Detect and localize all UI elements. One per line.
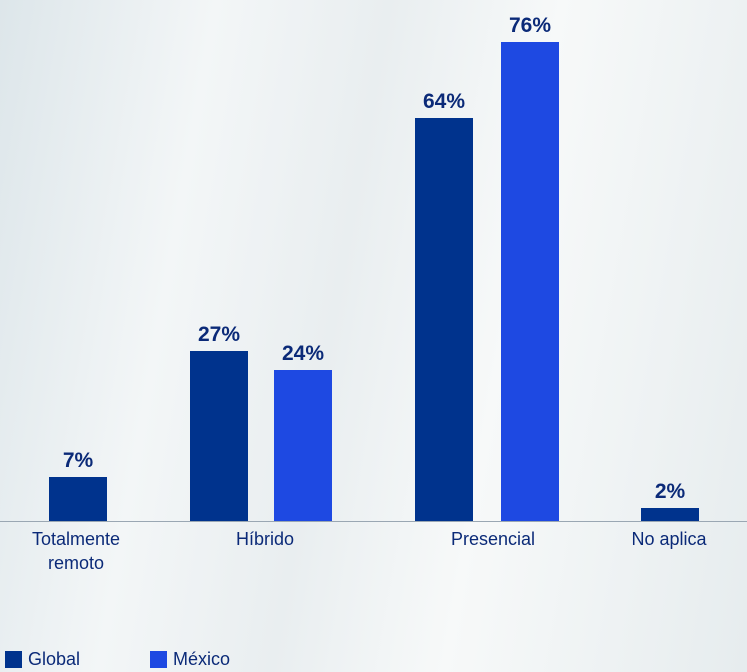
- x-tick-label: Híbrido: [235, 529, 295, 549]
- value-label: 27%: [197, 322, 241, 346]
- legend-swatch: [5, 651, 22, 668]
- bar: [501, 42, 559, 521]
- value-label: 7%: [62, 448, 94, 472]
- legend-label: Global: [28, 649, 81, 669]
- value-label: 64%: [422, 89, 466, 113]
- bar: [49, 476, 107, 521]
- legend-swatch: [150, 651, 167, 668]
- baseline: [0, 521, 747, 522]
- bar: [415, 117, 473, 521]
- bar: [274, 369, 332, 521]
- x-tick-label: No aplica: [631, 529, 707, 549]
- bar: [190, 350, 248, 521]
- legend-label: México: [173, 649, 231, 669]
- value-label: 24%: [281, 341, 325, 365]
- bar: [641, 508, 699, 521]
- x-tick-label: Totalmente remoto: [31, 529, 121, 573]
- value-label: 2%: [654, 480, 686, 504]
- value-label: 76%: [508, 14, 552, 38]
- x-tick-label: Presencial: [450, 529, 536, 549]
